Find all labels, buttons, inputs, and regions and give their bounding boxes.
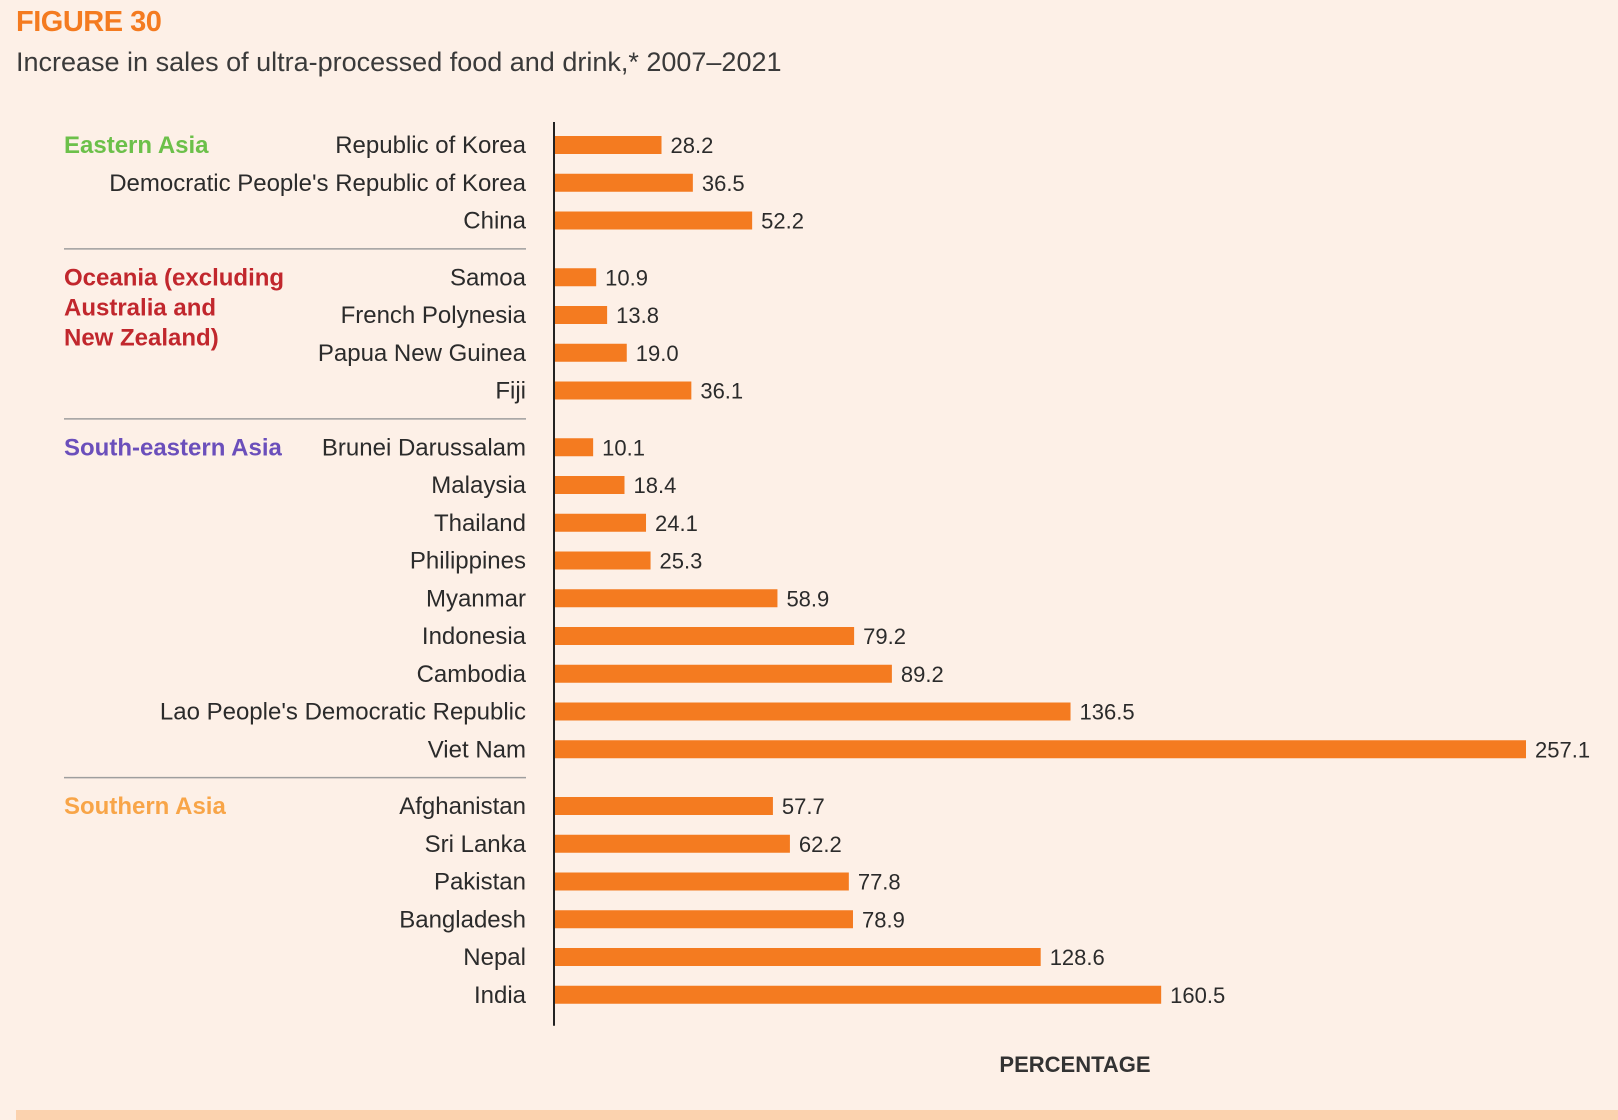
bar	[555, 910, 853, 929]
bar	[555, 627, 855, 645]
bar	[555, 948, 1041, 966]
category-label: Bangladesh	[399, 906, 526, 933]
value-label: 25.3	[660, 549, 703, 574]
value-label: 19.0	[636, 341, 679, 366]
bar	[555, 268, 597, 287]
group-label-line: South-eastern Asia	[64, 434, 282, 461]
category-label: Papua New Guinea	[318, 340, 527, 367]
group-label-line: New Zealand)	[64, 324, 219, 351]
category-label: Nepal	[463, 944, 526, 971]
category-label: Myanmar	[426, 585, 526, 612]
value-label: 89.2	[901, 662, 944, 687]
value-label: 79.2	[863, 624, 906, 649]
bottom-band	[16, 1110, 1618, 1120]
category-label: Fiji	[495, 378, 526, 405]
category-label: Malaysia	[431, 472, 526, 499]
bar	[555, 136, 662, 154]
bar	[555, 589, 778, 608]
group-label-south-eastern-asia: South-eastern Asia	[64, 434, 282, 461]
value-label: 62.2	[799, 832, 842, 857]
category-label: Philippines	[410, 548, 526, 575]
value-label: 10.1	[602, 435, 645, 460]
figure-label: FIGURE 30	[16, 6, 162, 38]
value-label: 18.4	[633, 473, 676, 498]
bar	[555, 551, 651, 570]
group-label-line: Southern Asia	[64, 793, 226, 820]
value-label: 52.2	[761, 209, 804, 234]
bar	[555, 343, 627, 362]
bar	[555, 381, 692, 400]
category-label: French Polynesia	[341, 302, 527, 329]
bar	[555, 211, 753, 230]
group-label-oceania-excluding-australia-and-new-zealand: Oceania (excluding Australia and New Zeala…	[64, 264, 284, 351]
bar	[555, 740, 1526, 759]
group-label-southern-asia: Southern Asia	[64, 793, 226, 820]
category-label: China	[463, 208, 526, 235]
bar	[555, 797, 773, 815]
category-label: India	[474, 982, 527, 1009]
value-label: 160.5	[1170, 983, 1225, 1008]
group-label-line: Oceania (excluding	[64, 264, 284, 291]
x-axis-title: PERCENTAGE	[999, 1052, 1150, 1077]
value-label: 10.9	[605, 265, 648, 290]
bar	[555, 306, 608, 324]
value-label: 13.8	[616, 303, 659, 328]
value-label: 77.8	[858, 870, 901, 895]
value-label: 78.9	[862, 907, 905, 932]
category-label: Brunei Darussalam	[322, 434, 526, 461]
category-label: Indonesia	[422, 623, 527, 650]
value-label: 136.5	[1080, 700, 1135, 725]
category-label: Viet Nam	[428, 736, 526, 763]
group-label-line: Australia and	[64, 294, 216, 321]
bar	[555, 985, 1162, 1004]
bar	[555, 834, 790, 853]
category-label: Samoa	[450, 264, 527, 291]
value-label: 24.1	[655, 511, 698, 536]
group-label-line: Eastern Asia	[64, 132, 209, 159]
category-label: Pakistan	[434, 869, 526, 896]
value-label: 36.1	[700, 379, 743, 404]
bar	[555, 513, 647, 532]
category-label: Lao People's Democratic Republic	[160, 699, 526, 726]
bar	[555, 476, 625, 494]
category-label: Thailand	[434, 510, 526, 537]
bar	[555, 702, 1071, 721]
bar	[555, 872, 849, 891]
category-label: Cambodia	[417, 661, 527, 688]
bar	[555, 664, 892, 683]
category-label: Afghanistan	[399, 793, 526, 820]
value-label: 28.2	[671, 133, 714, 158]
group-label-eastern-asia: Eastern Asia	[64, 132, 209, 159]
value-label: 58.9	[786, 586, 829, 611]
value-label: 257.1	[1535, 737, 1590, 762]
value-label: 36.5	[702, 171, 745, 196]
chart-title: Increase in sales of ultra-processed foo…	[16, 47, 782, 77]
category-label: Democratic People's Republic of Korea	[109, 170, 526, 197]
category-label: Sri Lanka	[425, 831, 527, 858]
value-label: 57.7	[782, 794, 825, 819]
value-label: 128.6	[1050, 945, 1105, 970]
bar	[555, 173, 693, 192]
category-label: Republic of Korea	[335, 132, 526, 159]
bar	[555, 438, 594, 457]
